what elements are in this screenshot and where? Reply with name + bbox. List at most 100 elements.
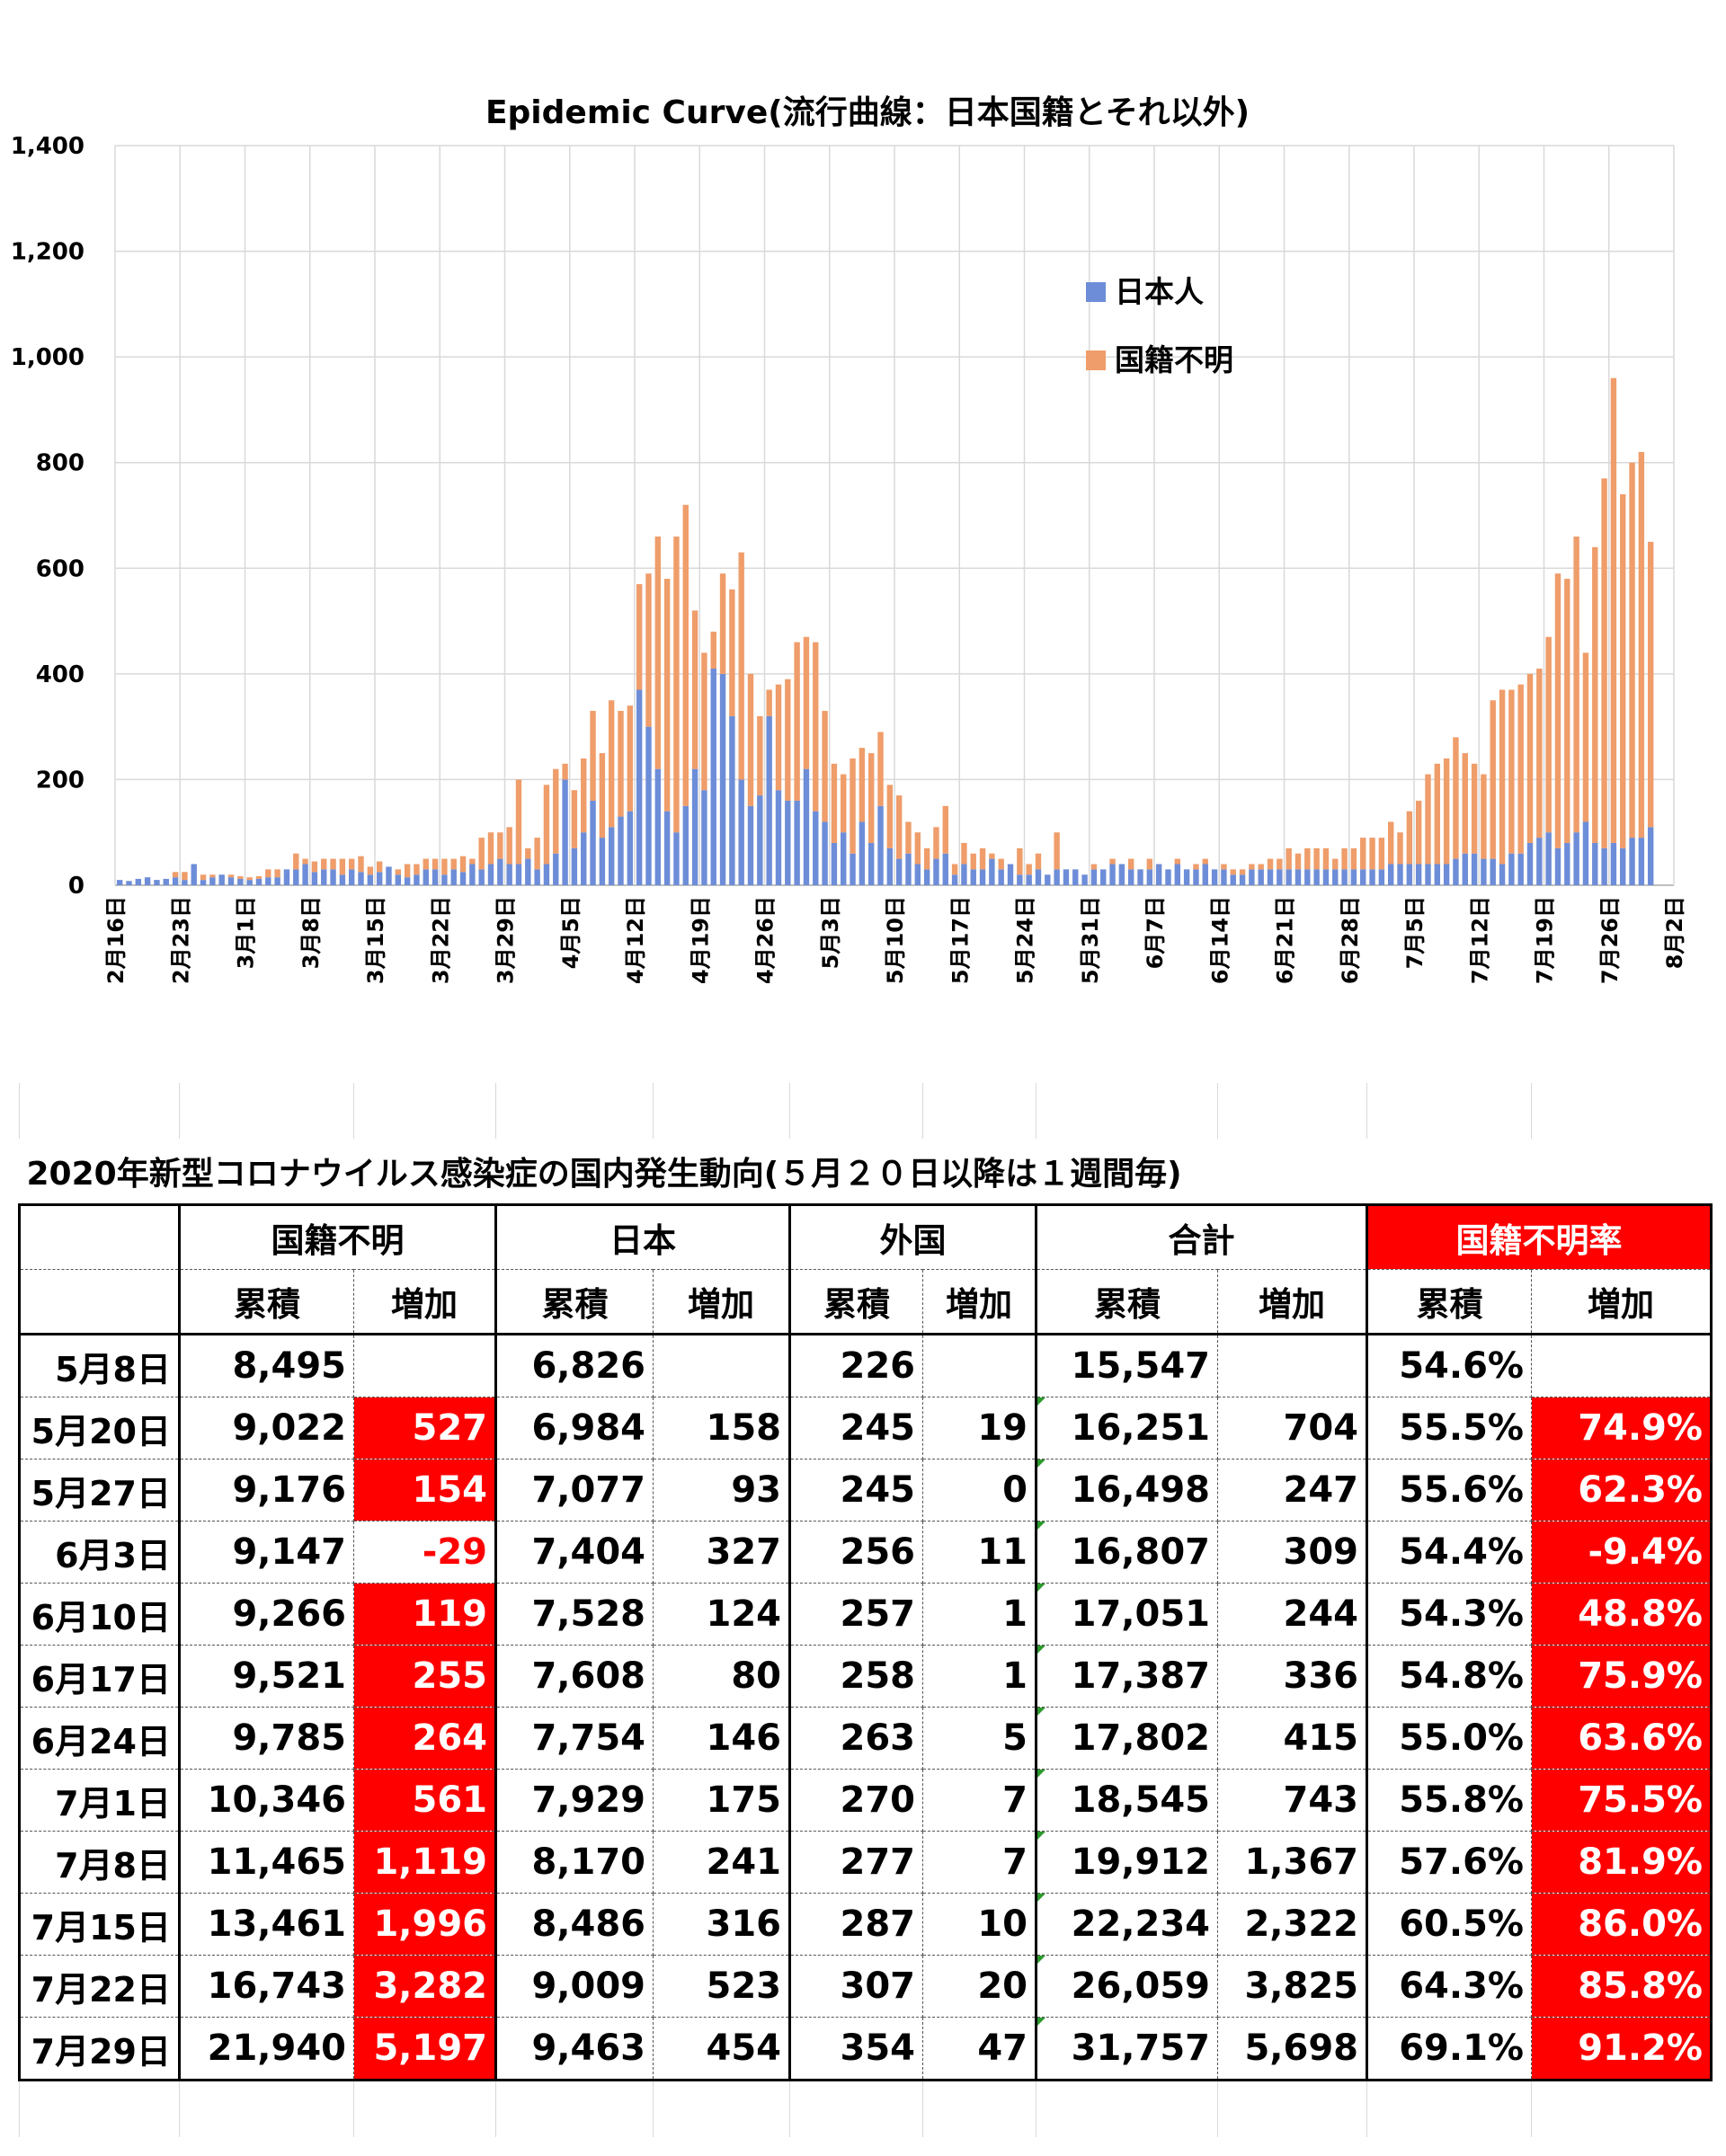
bar-japanese xyxy=(543,864,550,885)
cell-j-cum: 7,404 xyxy=(494,1521,654,1584)
bar-japanese xyxy=(1045,874,1051,885)
bar-unknown xyxy=(961,842,967,865)
table-row: 7月8日 11,465 1,119 8,170 241 277 7 19,912 1,367 57… xyxy=(18,1831,1713,1894)
cell-f-cum: 245 xyxy=(788,1397,923,1460)
bar-japanese xyxy=(265,877,271,885)
bar-unknown xyxy=(432,858,439,870)
bar-unknown xyxy=(1601,478,1607,848)
bar-japanese xyxy=(757,795,763,885)
cell-f-inc: 10 xyxy=(922,1893,1036,1956)
row-date: 6月24日 xyxy=(18,1707,180,1770)
chart-title: Epidemic Curve(流行曲線：日本国籍とそれ以外) xyxy=(485,94,1250,131)
bar-unknown xyxy=(423,858,429,870)
cell-r-inc: 74.9% xyxy=(1531,1397,1713,1460)
cell-t-cum: 16,251 xyxy=(1035,1397,1218,1460)
x-tick-label: 7月26日 xyxy=(1597,896,1623,984)
cell-u-inc xyxy=(353,1334,496,1397)
cell-t-cum: 16,498 xyxy=(1035,1459,1218,1522)
bar-japanese xyxy=(506,864,512,885)
bar-japanese xyxy=(608,827,615,885)
bar-unknown xyxy=(914,832,921,865)
bar-unknown xyxy=(1647,541,1654,828)
bar-unknown xyxy=(803,636,810,769)
bar-unknown xyxy=(1517,684,1524,854)
bar-japanese xyxy=(116,880,123,885)
cell-u-cum: 9,176 xyxy=(178,1459,354,1522)
bar-japanese xyxy=(1601,847,1607,885)
bar-unknown xyxy=(1127,858,1134,870)
bar-unknown xyxy=(255,876,262,879)
bar-japanese xyxy=(459,872,467,885)
cell-u-inc: 1,996 xyxy=(353,1893,496,1956)
bar-unknown xyxy=(794,642,800,801)
x-tick-label: 5月3日 xyxy=(818,896,843,969)
bar-japanese xyxy=(1258,869,1264,885)
cell-r-cum: 55.6% xyxy=(1366,1459,1532,1522)
bar-unknown xyxy=(209,874,216,878)
bar-japanese xyxy=(831,842,838,885)
header-unknown: 国籍不明 xyxy=(178,1203,496,1270)
bar-japanese xyxy=(218,874,225,885)
table-row: 7月22日 16,743 3,282 9,009 523 307 20 26,059 3,825… xyxy=(18,1955,1713,2018)
header-inc: 増加 xyxy=(653,1269,790,1335)
x-tick-label: 5月17日 xyxy=(948,896,973,984)
bar-unknown xyxy=(1620,493,1626,848)
cell-f-inc: 11 xyxy=(922,1521,1036,1584)
bar-japanese xyxy=(1499,864,1506,885)
cell-r-inc: 85.8% xyxy=(1531,1955,1713,2018)
bar-japanese xyxy=(1211,869,1218,885)
bar-unknown xyxy=(1360,838,1366,870)
bar-japanese xyxy=(182,880,188,885)
bar-unknown xyxy=(618,711,624,817)
bar-japanese xyxy=(970,869,976,885)
bar-japanese xyxy=(1063,869,1070,885)
cell-t-cum: 26,059 xyxy=(1035,1955,1218,2018)
bar-japanese xyxy=(877,805,884,885)
bar-unknown xyxy=(1350,847,1357,870)
header-foreign: 外国 xyxy=(788,1203,1036,1270)
bar-unknown xyxy=(738,552,744,780)
bar-unknown xyxy=(1462,753,1468,854)
bar-unknown xyxy=(1322,847,1330,870)
x-tick-label: 3月22日 xyxy=(428,896,453,984)
bar-japanese xyxy=(1620,847,1626,885)
bar-japanese xyxy=(1146,869,1153,885)
bar-unknown xyxy=(1369,838,1375,870)
bar-japanese xyxy=(1081,874,1088,885)
cell-f-inc: 7 xyxy=(922,1831,1036,1894)
bar-japanese xyxy=(1545,832,1552,885)
spreadsheet-empty-row xyxy=(19,2080,1712,2137)
bar-unknown xyxy=(831,763,838,843)
chart-legend: 日本人 国籍不明 xyxy=(1086,274,1233,377)
bar-unknown xyxy=(608,700,615,828)
header-inc: 増加 xyxy=(1217,1269,1367,1335)
bar-japanese xyxy=(905,853,912,885)
bar-japanese xyxy=(515,864,522,885)
bar-japanese xyxy=(998,869,1004,885)
bar-japanese xyxy=(1415,864,1422,885)
bar-unknown xyxy=(293,853,299,870)
bar-unknown xyxy=(1221,864,1227,870)
bar-unknown xyxy=(877,732,884,806)
bar-unknown xyxy=(867,753,875,843)
bar-japanese xyxy=(478,869,485,885)
table-row: 6月3日 9,147 -29 7,404 327 256 11 16,807 309 54.4% -… xyxy=(18,1521,1713,1584)
row-date: 7月29日 xyxy=(18,2017,180,2081)
bar-unknown xyxy=(227,874,235,878)
bar-unknown xyxy=(1313,847,1320,870)
bar-japanese xyxy=(859,821,866,885)
bar-unknown xyxy=(1471,763,1478,854)
bar-japanese xyxy=(1202,864,1208,885)
bar-unknown xyxy=(515,779,522,865)
bar-japanese xyxy=(645,726,652,885)
cell-u-cum: 21,940 xyxy=(178,2017,354,2081)
cell-j-inc: 80 xyxy=(653,1645,790,1708)
cell-u-inc: 1,119 xyxy=(353,1831,496,1894)
bar-japanese xyxy=(487,864,494,885)
cell-f-cum: 256 xyxy=(788,1521,923,1584)
y-tick-label: 400 xyxy=(36,661,85,688)
cell-u-cum: 8,495 xyxy=(178,1334,354,1397)
cell-f-cum: 354 xyxy=(788,2017,923,2081)
cell-u-inc: 527 xyxy=(353,1397,496,1460)
bar-unknown xyxy=(599,753,606,838)
